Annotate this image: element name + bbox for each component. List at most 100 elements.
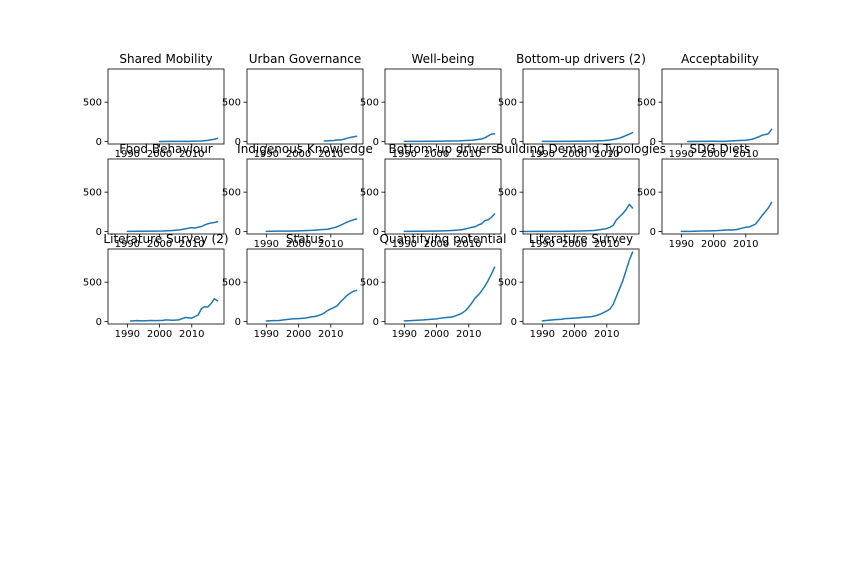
subplot-title: Status — [286, 232, 324, 246]
x-tick-label: 2010 — [318, 239, 343, 250]
series-line — [265, 289, 358, 322]
y-tick-label: 500 — [83, 278, 102, 289]
subplot-title: Well-being — [411, 52, 474, 66]
plot-frame — [246, 68, 364, 145]
y-tick-label: 0 — [235, 317, 241, 328]
subplot-3: 1990 2000 2010 0 500 Well-being — [360, 52, 502, 160]
y-tick-label: 0 — [650, 227, 656, 238]
x-tick-label: 2010 — [594, 239, 619, 250]
x-tick-label: 1990 — [530, 329, 555, 340]
x-tick-label: 2000 — [562, 239, 587, 250]
x-tick-label: 2000 — [147, 149, 172, 160]
y-tick-label: 0 — [511, 317, 517, 328]
plot-frame — [384, 248, 502, 325]
subplot-5: 1990 2000 2010 0 500 Acceptability — [637, 52, 779, 160]
y-tick-label: 500 — [83, 98, 102, 109]
x-tick-label: 2010 — [456, 149, 481, 160]
series-line — [403, 213, 496, 233]
y-tick-label: 0 — [373, 137, 379, 148]
plot-frame — [522, 68, 640, 145]
subplot-title: Quantifying potential — [380, 232, 507, 246]
y-tick-label: 500 — [222, 278, 241, 289]
x-tick-label: 2000 — [424, 149, 449, 160]
x-tick-label: 2000 — [424, 239, 449, 250]
series-line — [158, 137, 219, 143]
subplot-7: 1990 2000 2010 0 500 Indigenous Knowledge — [222, 142, 373, 250]
plot-frame — [522, 248, 640, 325]
y-tick-label: 500 — [83, 188, 102, 199]
plot-frame — [246, 248, 364, 325]
y-tick-label: 0 — [511, 227, 517, 238]
x-tick-label: 2010 — [456, 239, 481, 250]
subplot-title: Literature Survey — [529, 232, 633, 246]
x-tick-label: 2010 — [594, 149, 619, 160]
series-line — [680, 201, 773, 233]
subplot-11: 1990 2000 2010 0 500 Literature Survey (2) — [83, 232, 229, 340]
series-line — [403, 266, 496, 322]
x-tick-label: 1990 — [530, 149, 555, 160]
subplot-14: 1990 2000 2010 0 500 Literature Survey — [498, 232, 640, 340]
y-tick-label: 0 — [96, 317, 102, 328]
x-tick-label: 2000 — [147, 239, 172, 250]
y-tick-label: 0 — [373, 317, 379, 328]
subplot-title: Indigenous Knowledge — [237, 142, 373, 156]
y-tick-label: 0 — [235, 227, 241, 238]
x-tick-label: 2010 — [179, 239, 204, 250]
x-tick-label: 2000 — [286, 149, 311, 160]
y-tick-label: 500 — [637, 98, 656, 109]
subplot-13: 1990 2000 2010 0 500 Quantifying potential — [360, 232, 507, 340]
x-tick-label: 2010 — [733, 239, 758, 250]
subplot-title: Urban Governance — [249, 52, 362, 66]
y-tick-label: 0 — [96, 227, 102, 238]
y-tick-label: 0 — [96, 137, 102, 148]
x-tick-label: 1990 — [392, 149, 417, 160]
x-tick-label: 1990 — [115, 329, 140, 340]
x-tick-label: 1990 — [254, 149, 279, 160]
x-tick-label: 2010 — [456, 329, 481, 340]
subplot-title: Bottom-up drivers — [389, 142, 498, 156]
x-tick-label: 2010 — [318, 329, 343, 340]
subplot-9: 1990 2000 2010 0 500 Building Demand Typologi… — [496, 142, 666, 250]
x-tick-label: 1990 — [115, 149, 140, 160]
subplot-title: Literature Survey (2) — [103, 232, 228, 246]
y-tick-label: 500 — [360, 98, 379, 109]
series-line — [522, 203, 634, 233]
subplot-title: Shared Mobility — [119, 52, 212, 66]
y-tick-label: 0 — [650, 137, 656, 148]
subplot-6: 1990 2000 2010 0 500 Food Behaviour — [83, 142, 225, 250]
subplot-title: Bottom-up drivers (2) — [516, 52, 646, 66]
series-line — [541, 131, 634, 143]
plot-frame — [107, 68, 225, 145]
x-tick-label: 2000 — [286, 329, 311, 340]
x-tick-label: 1990 — [530, 239, 555, 250]
y-tick-label: 0 — [235, 137, 241, 148]
x-tick-label: 1990 — [254, 239, 279, 250]
y-tick-label: 0 — [373, 227, 379, 238]
plot-frame — [522, 158, 640, 235]
subplot-10: 1990 2000 2010 0 500 SDG Diets — [637, 142, 779, 250]
y-tick-label: 500 — [498, 188, 517, 199]
x-tick-label: 1990 — [392, 239, 417, 250]
series-line — [323, 135, 358, 142]
y-tick-label: 500 — [498, 98, 517, 109]
plot-frame — [107, 248, 225, 325]
plot-frame — [384, 68, 502, 145]
x-tick-label: 2010 — [733, 149, 758, 160]
series-line — [541, 251, 634, 322]
x-tick-label: 2000 — [701, 239, 726, 250]
x-tick-label: 2010 — [318, 149, 343, 160]
y-tick-label: 0 — [511, 137, 517, 148]
x-tick-label: 2010 — [179, 329, 204, 340]
x-tick-label: 1990 — [392, 329, 417, 340]
y-tick-label: 500 — [360, 278, 379, 289]
x-tick-label: 2000 — [701, 149, 726, 160]
subplot-title: SDG Diets — [690, 142, 751, 156]
y-tick-label: 500 — [637, 188, 656, 199]
subplot-2: 1990 2000 2010 0 500 Urban Governance — [222, 52, 364, 160]
x-tick-label: 2000 — [562, 329, 587, 340]
subplot-grid: 1990 2000 2010 0 500 Shared Mobility 1990 2000 2… — [83, 52, 779, 340]
x-tick-label: 2000 — [286, 239, 311, 250]
plot-frame — [107, 158, 225, 235]
subplot-4: 1990 2000 2010 0 500 Bottom-up drivers (2) — [498, 52, 646, 160]
